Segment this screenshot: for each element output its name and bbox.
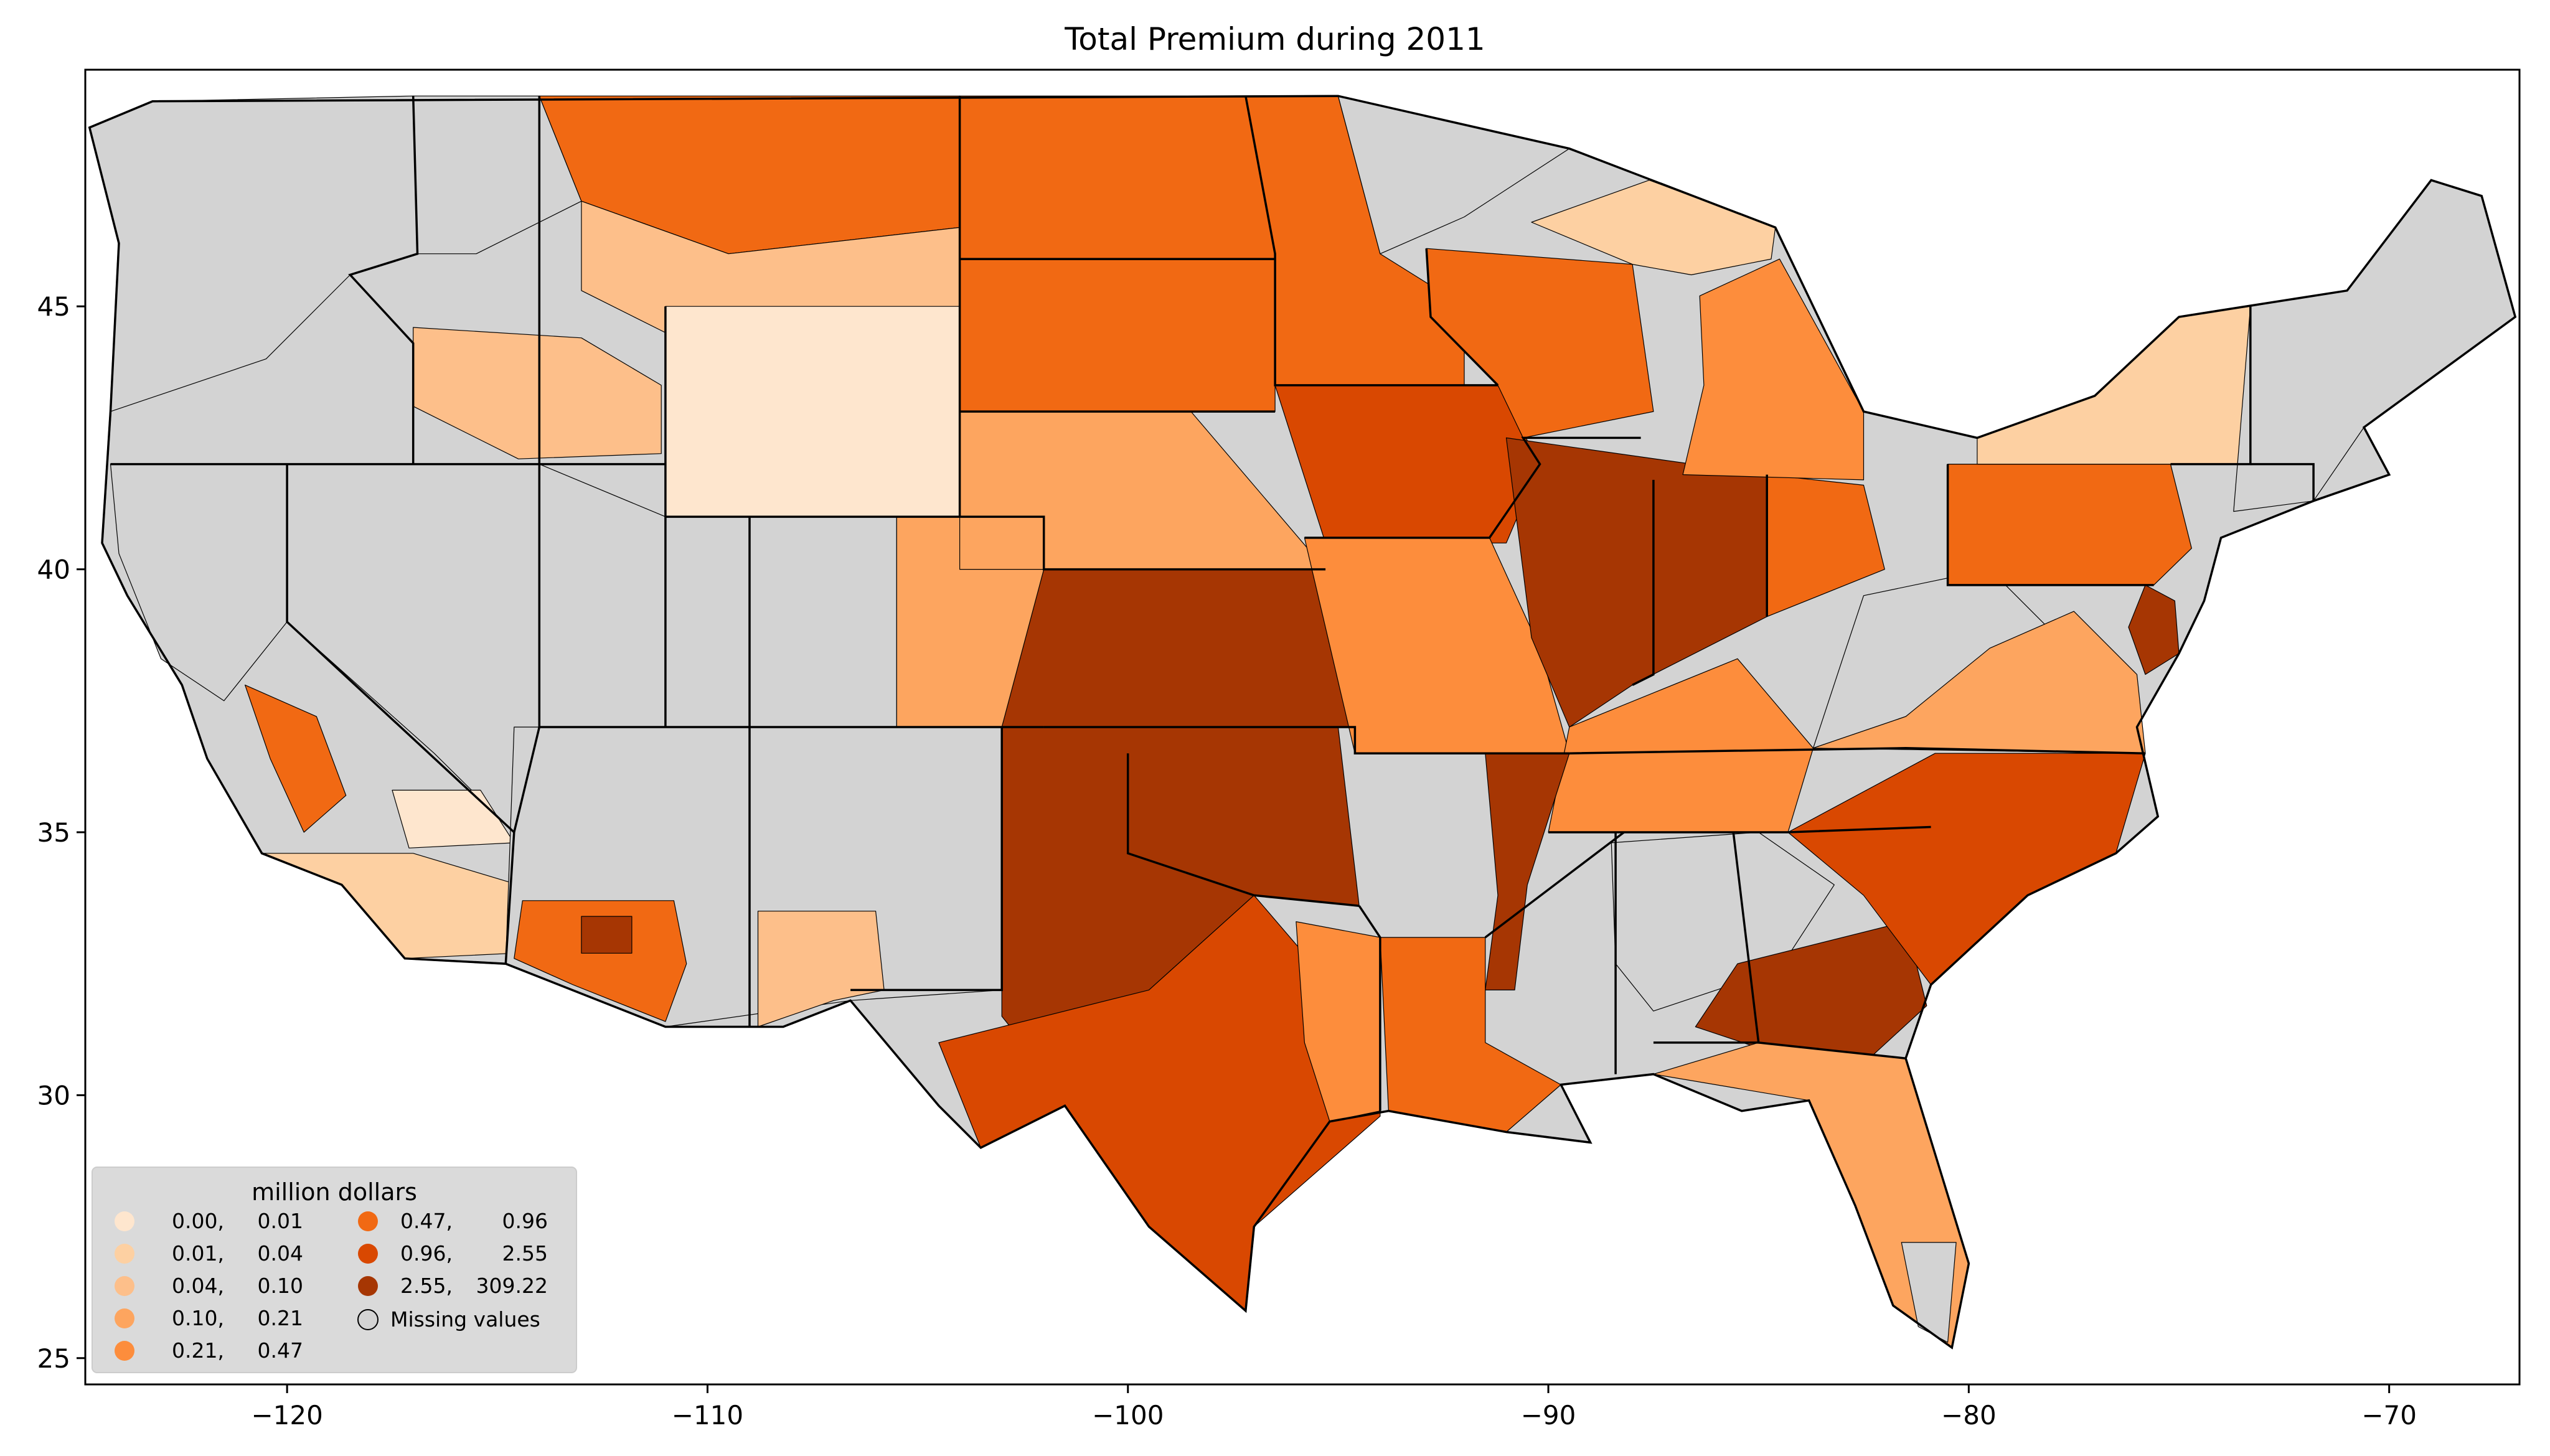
x-tick-label: −80 — [1941, 1400, 1997, 1430]
legend-range-high: 0.47 — [258, 1338, 303, 1363]
legend-swatch — [115, 1276, 134, 1296]
state-border-16 — [1358, 905, 1381, 1111]
x-tick-label: −100 — [1092, 1400, 1164, 1430]
legend-range-high: 0.01 — [258, 1209, 303, 1233]
region-florida-everglades — [1901, 1242, 1957, 1343]
state-border-17 — [1304, 436, 1641, 539]
region-northern-plains — [959, 95, 1276, 412]
state-border-19 — [1632, 479, 1655, 686]
legend-range-high: 2.55 — [502, 1241, 548, 1266]
x-axis: −120 −110 −100 −90 −80 −70 — [251, 1384, 2417, 1430]
x-tick-label: −120 — [251, 1400, 322, 1430]
legend-range-high: 0.21 — [258, 1306, 303, 1330]
legend-range-low: 0.01, — [172, 1241, 224, 1266]
state-border-22 — [1569, 747, 2146, 754]
legend-swatch — [115, 1211, 134, 1231]
region-michigan-lower — [1682, 258, 1865, 481]
y-tick-label: 35 — [37, 817, 70, 848]
state-border-7 — [504, 464, 541, 964]
y-tick-label: 45 — [37, 291, 70, 322]
region-great-plains-core — [1001, 568, 1355, 728]
legend-title: million dollars — [252, 1178, 417, 1206]
region-utah-colorado-missing — [665, 516, 897, 728]
legend-box — [92, 1167, 577, 1373]
state-border-18 — [1425, 248, 1499, 387]
legend-missing-marker — [357, 1309, 379, 1330]
legend-range-low: 2.55, — [400, 1274, 453, 1298]
legend-missing-label: Missing values — [390, 1307, 540, 1332]
region-pennsylvania — [1947, 463, 2192, 586]
state-border-15 — [1126, 753, 1360, 907]
legend-range-high: 0.96 — [502, 1209, 548, 1233]
state-border-27 — [1758, 1041, 1906, 1059]
legend-swatch — [115, 1244, 134, 1264]
plot-frame — [84, 68, 2521, 1386]
legend-range-low: 0.10, — [172, 1306, 224, 1330]
map-title: Total Premium during 2011 — [1065, 21, 1485, 57]
state-border-0 — [348, 96, 419, 464]
state-border-10 — [665, 515, 1326, 571]
region-southern-nm — [757, 911, 885, 1028]
state-border-23 — [1548, 825, 1931, 834]
legend-range-low: 0.04, — [172, 1274, 224, 1298]
region-wyoming — [665, 306, 961, 517]
legend-range-high: 309.22 — [476, 1274, 548, 1298]
legend-range-low: 0.47, — [400, 1209, 453, 1233]
region-delmarva — [2128, 585, 2180, 675]
legend-items: 0.00, 0.01 0.01, 0.04 0.04, 0.10 0.10, 0.21 0.21… — [115, 1209, 548, 1363]
y-tick-label: 40 — [37, 555, 70, 585]
legend-range-high: 0.04 — [258, 1241, 303, 1266]
state-borders-layer — [88, 95, 2517, 1350]
legend-swatch — [358, 1244, 378, 1264]
legend-range-low: 0.96, — [400, 1241, 453, 1266]
y-tick-label: 25 — [37, 1343, 70, 1374]
legend-range-low: 0.21, — [172, 1338, 224, 1363]
region-central-valley — [245, 684, 347, 833]
legend-swatch — [358, 1211, 378, 1231]
state-border-2 — [286, 464, 515, 834]
legend-swatch — [358, 1276, 378, 1296]
x-tick-label: −110 — [672, 1400, 743, 1430]
state-border-21 — [1946, 464, 2154, 586]
state-border-13 — [1244, 95, 1498, 387]
coastline — [88, 95, 2517, 1350]
y-axis: 25 30 35 40 45 — [37, 291, 85, 1374]
legend-swatch — [115, 1341, 134, 1361]
state-border-29 — [2250, 463, 2315, 501]
x-tick-label: −90 — [1521, 1400, 1576, 1430]
legend: million dollars 0.00, 0.010.01, 0.040.04, 0… — [92, 1167, 577, 1373]
state-border-14 — [1043, 726, 1569, 754]
x-tick-label: −70 — [2361, 1400, 2417, 1430]
state-border-24 — [1484, 831, 1625, 939]
legend-range-low: 0.00, — [172, 1209, 224, 1233]
y-tick-label: 30 — [37, 1080, 70, 1111]
legend-swatch — [115, 1308, 134, 1328]
state-border-9 — [850, 727, 1003, 992]
region-arizona-core — [581, 916, 633, 954]
region-arizona-farms — [514, 900, 687, 1022]
legend-range-high: 0.10 — [258, 1274, 303, 1298]
